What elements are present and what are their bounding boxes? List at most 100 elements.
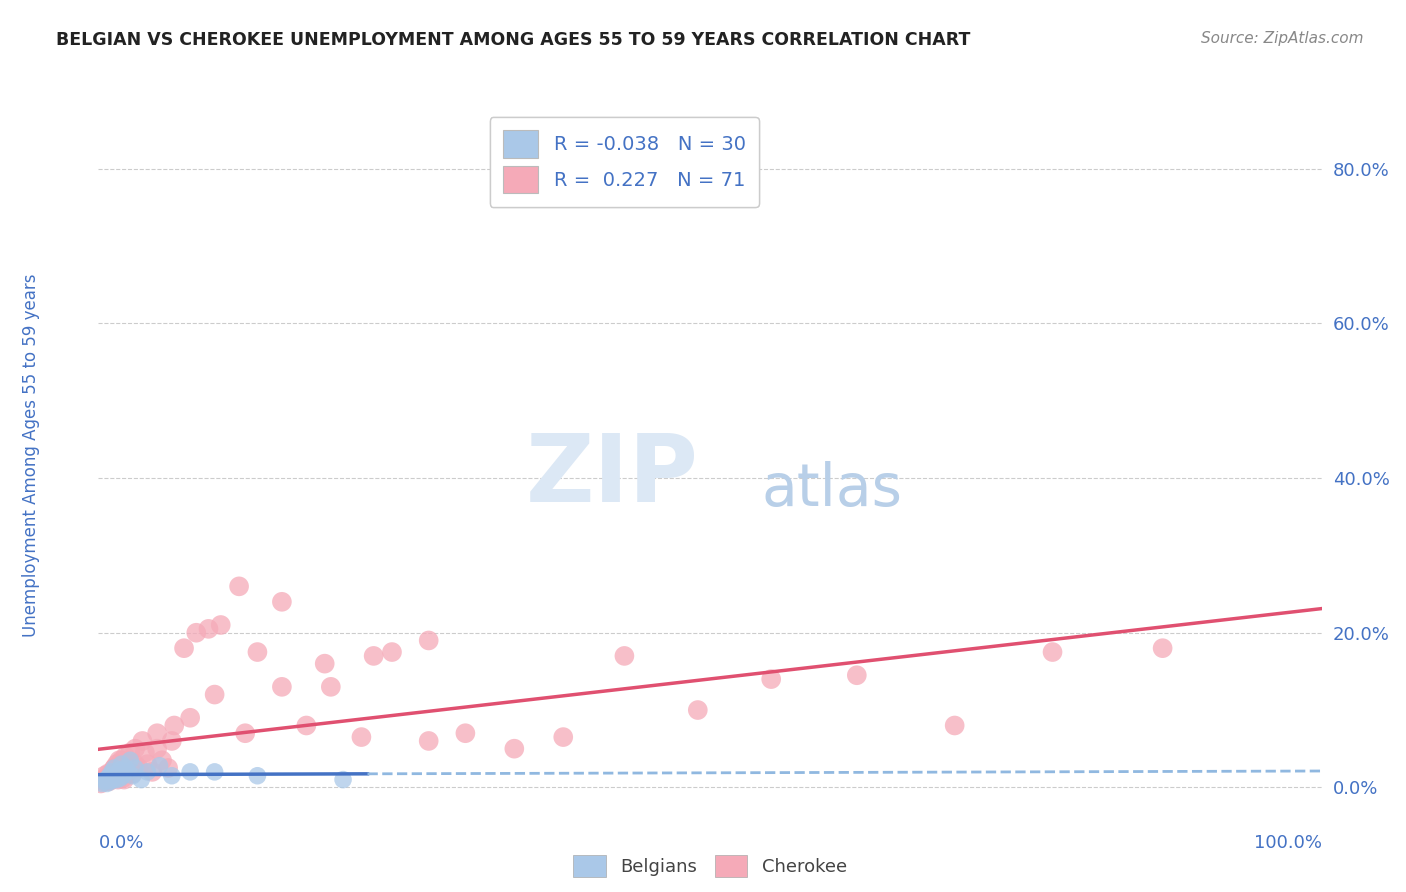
- Point: [204, 764, 226, 779]
- Point: [96, 774, 118, 789]
- Point: [270, 595, 294, 609]
- Point: [91, 772, 114, 787]
- Point: [100, 769, 122, 783]
- Point: [160, 734, 183, 748]
- Point: [136, 757, 159, 772]
- Point: [114, 761, 136, 775]
- Point: [381, 645, 404, 659]
- Text: BELGIAN VS CHEROKEE UNEMPLOYMENT AMONG AGES 55 TO 59 YEARS CORRELATION CHART: BELGIAN VS CHEROKEE UNEMPLOYMENT AMONG A…: [56, 31, 970, 49]
- Point: [103, 761, 125, 775]
- Point: [246, 769, 269, 783]
- Point: [96, 772, 118, 787]
- Legend: R = -0.038   N = 30, R =  0.227   N = 71: R = -0.038 N = 30, R = 0.227 N = 71: [489, 117, 759, 207]
- Point: [186, 625, 208, 640]
- Point: [454, 726, 477, 740]
- Point: [553, 730, 575, 744]
- Point: [150, 753, 173, 767]
- Point: [98, 774, 121, 789]
- Point: [209, 618, 232, 632]
- Point: [101, 771, 124, 785]
- Point: [104, 769, 127, 783]
- Point: [97, 766, 120, 780]
- Point: [157, 761, 180, 775]
- Point: [136, 764, 159, 779]
- Point: [94, 771, 117, 785]
- Point: [105, 757, 128, 772]
- Point: [124, 757, 146, 772]
- Point: [97, 771, 120, 785]
- Point: [233, 726, 256, 740]
- Point: [111, 753, 134, 767]
- Point: [179, 711, 201, 725]
- Point: [93, 774, 115, 789]
- Point: [845, 668, 868, 682]
- Point: [111, 769, 134, 783]
- Point: [91, 776, 114, 790]
- Point: [314, 657, 336, 671]
- Point: [120, 753, 142, 767]
- Point: [110, 766, 132, 780]
- Point: [319, 680, 342, 694]
- Point: [146, 726, 169, 740]
- Point: [118, 764, 141, 779]
- Point: [134, 746, 156, 760]
- Point: [90, 776, 112, 790]
- Point: [131, 734, 153, 748]
- Text: Source: ZipAtlas.com: Source: ZipAtlas.com: [1201, 31, 1364, 46]
- Point: [121, 766, 143, 780]
- Point: [104, 769, 127, 783]
- Point: [103, 761, 125, 775]
- Point: [246, 645, 269, 659]
- Point: [107, 766, 129, 780]
- Point: [418, 633, 440, 648]
- Point: [107, 772, 129, 787]
- Point: [100, 774, 122, 789]
- Point: [96, 776, 118, 790]
- Point: [103, 761, 125, 775]
- Point: [179, 764, 201, 779]
- Text: atlas: atlas: [762, 461, 903, 518]
- Point: [1042, 645, 1064, 659]
- Point: [228, 579, 250, 593]
- Point: [124, 761, 146, 775]
- Point: [101, 764, 124, 779]
- Point: [108, 764, 131, 778]
- Point: [197, 622, 219, 636]
- Point: [1152, 641, 1174, 656]
- Point: [163, 718, 186, 732]
- Point: [146, 741, 169, 756]
- Point: [110, 771, 132, 785]
- Point: [108, 753, 131, 767]
- Point: [173, 641, 195, 656]
- Point: [93, 769, 115, 783]
- Point: [101, 764, 124, 779]
- Text: 0.0%: 0.0%: [98, 834, 143, 852]
- Point: [111, 771, 134, 785]
- Point: [98, 769, 121, 783]
- Point: [121, 769, 143, 783]
- Point: [204, 688, 226, 702]
- Point: [114, 749, 136, 764]
- Point: [120, 746, 142, 760]
- Point: [270, 680, 294, 694]
- Point: [129, 772, 152, 787]
- Point: [160, 769, 183, 783]
- Point: [111, 757, 134, 772]
- Point: [91, 774, 114, 789]
- Point: [332, 772, 354, 787]
- Point: [503, 741, 526, 756]
- Point: [100, 769, 122, 783]
- Point: [761, 672, 783, 686]
- Point: [117, 764, 139, 779]
- Point: [149, 758, 172, 772]
- Point: [295, 718, 318, 732]
- Point: [112, 772, 135, 787]
- Point: [105, 772, 128, 787]
- Point: [141, 764, 163, 779]
- Point: [108, 764, 131, 778]
- Point: [686, 703, 709, 717]
- Point: [94, 772, 117, 787]
- Text: 100.0%: 100.0%: [1254, 834, 1322, 852]
- Point: [124, 741, 146, 756]
- Point: [363, 648, 385, 663]
